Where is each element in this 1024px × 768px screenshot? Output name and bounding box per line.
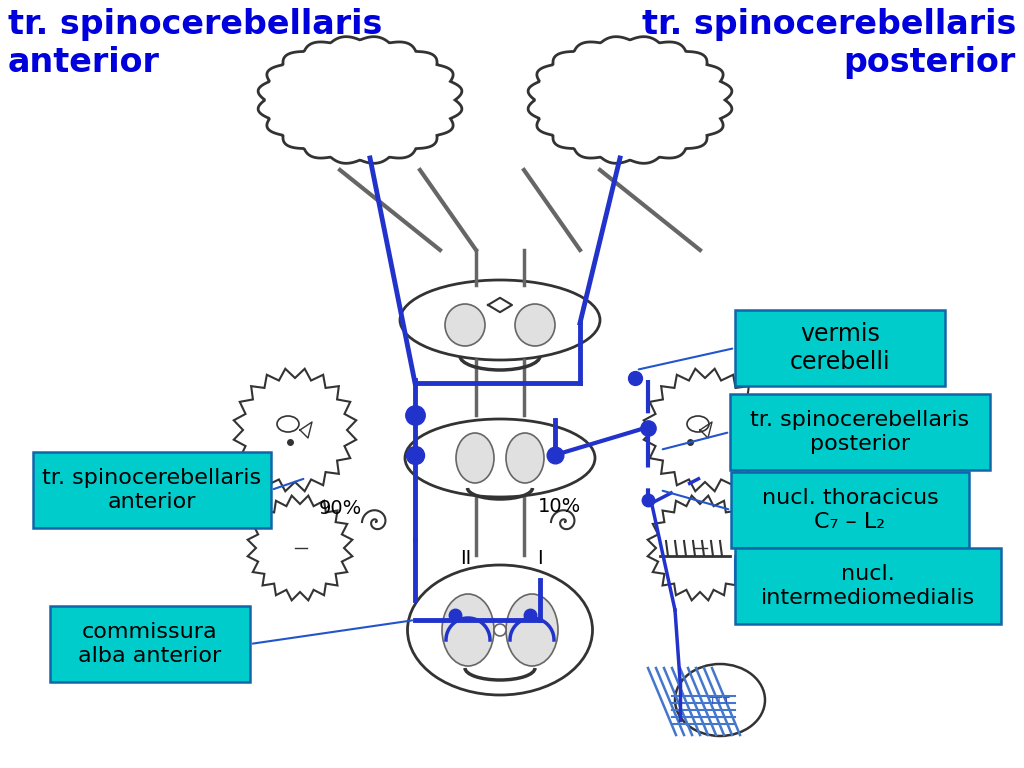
Text: tr. spinocerebellaris
anterior: tr. spinocerebellaris anterior — [8, 8, 382, 79]
Ellipse shape — [278, 416, 299, 432]
Circle shape — [494, 624, 506, 636]
Text: ттт: ттт — [709, 694, 731, 707]
Ellipse shape — [506, 594, 558, 666]
Polygon shape — [258, 37, 462, 164]
Ellipse shape — [675, 664, 765, 736]
Text: tr. spinocerebellaris
posterior: tr. spinocerebellaris posterior — [642, 8, 1016, 79]
Ellipse shape — [515, 304, 555, 346]
Text: commissura
alba anterior: commissura alba anterior — [79, 622, 221, 666]
Ellipse shape — [445, 304, 485, 346]
Polygon shape — [528, 37, 732, 164]
Polygon shape — [233, 369, 356, 492]
FancyBboxPatch shape — [731, 472, 969, 548]
Text: tr. spinocerebellaris
posterior: tr. spinocerebellaris posterior — [751, 410, 970, 454]
Ellipse shape — [687, 416, 709, 432]
FancyBboxPatch shape — [735, 548, 1001, 624]
Text: 10%: 10% — [539, 496, 582, 515]
FancyBboxPatch shape — [33, 452, 271, 528]
Ellipse shape — [456, 433, 494, 483]
Polygon shape — [644, 369, 766, 492]
FancyBboxPatch shape — [50, 606, 250, 682]
Text: nucl. thoracicus
C₇ – L₂: nucl. thoracicus C₇ – L₂ — [762, 488, 938, 531]
Text: nucl.
intermediomedialis: nucl. intermediomedialis — [761, 564, 975, 607]
Text: I: I — [538, 548, 543, 568]
Polygon shape — [248, 495, 352, 601]
Polygon shape — [647, 495, 753, 601]
Ellipse shape — [442, 594, 494, 666]
Text: 90%: 90% — [318, 498, 361, 518]
Text: II: II — [461, 548, 472, 568]
FancyBboxPatch shape — [730, 394, 990, 470]
Ellipse shape — [406, 419, 595, 497]
FancyBboxPatch shape — [735, 310, 945, 386]
Ellipse shape — [506, 433, 544, 483]
Ellipse shape — [400, 280, 600, 360]
Text: tr. spinocerebellaris
anterior: tr. spinocerebellaris anterior — [42, 468, 261, 511]
Text: vermis
cerebelli: vermis cerebelli — [790, 322, 890, 374]
Ellipse shape — [408, 565, 593, 695]
